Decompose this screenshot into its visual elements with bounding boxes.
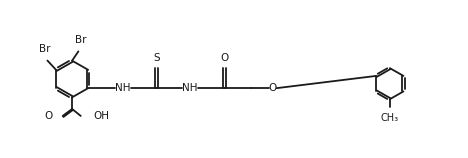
Text: NH: NH xyxy=(115,83,131,93)
Text: S: S xyxy=(153,53,160,63)
Text: Br: Br xyxy=(75,35,87,45)
Text: CH₃: CH₃ xyxy=(381,113,399,123)
Text: O: O xyxy=(221,53,229,63)
Text: O: O xyxy=(44,111,52,121)
Text: OH: OH xyxy=(94,111,110,121)
Text: Br: Br xyxy=(39,44,51,54)
Text: O: O xyxy=(269,83,277,93)
Text: NH: NH xyxy=(183,83,198,93)
